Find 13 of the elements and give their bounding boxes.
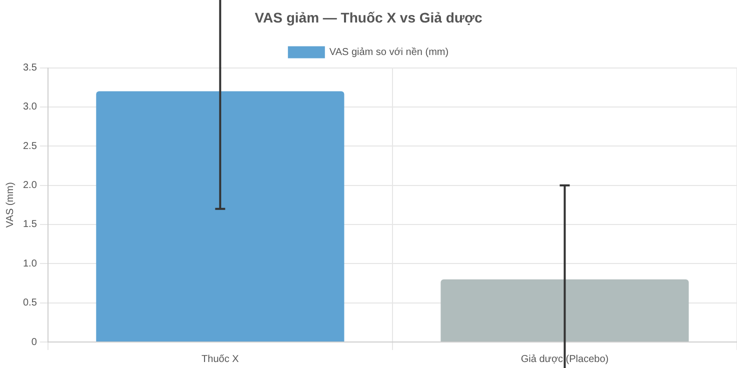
y-tick-label: 0 — [31, 336, 38, 348]
y-tick-label: 0.5 — [22, 298, 38, 309]
y-tick-label: 2.5 — [22, 140, 38, 152]
legend-label: VAS giảm so với nền (mm) — [329, 47, 449, 58]
y-tick-label: 3.5 — [22, 62, 38, 74]
x-tick-label: Giả dược (Placebo) — [520, 354, 609, 365]
y-axis-title: VAS (mm) — [4, 182, 16, 228]
chart-title: VAS giảm — Thuốc X vs Giả dược — [254, 9, 482, 26]
y-tick-label: 2.0 — [22, 180, 38, 192]
y-tick-label: 1.5 — [22, 219, 38, 230]
y-tick-label: 3.0 — [22, 102, 38, 113]
y-tick-label: 1.0 — [22, 258, 38, 270]
x-tick-label: Thuốc X — [202, 354, 240, 365]
